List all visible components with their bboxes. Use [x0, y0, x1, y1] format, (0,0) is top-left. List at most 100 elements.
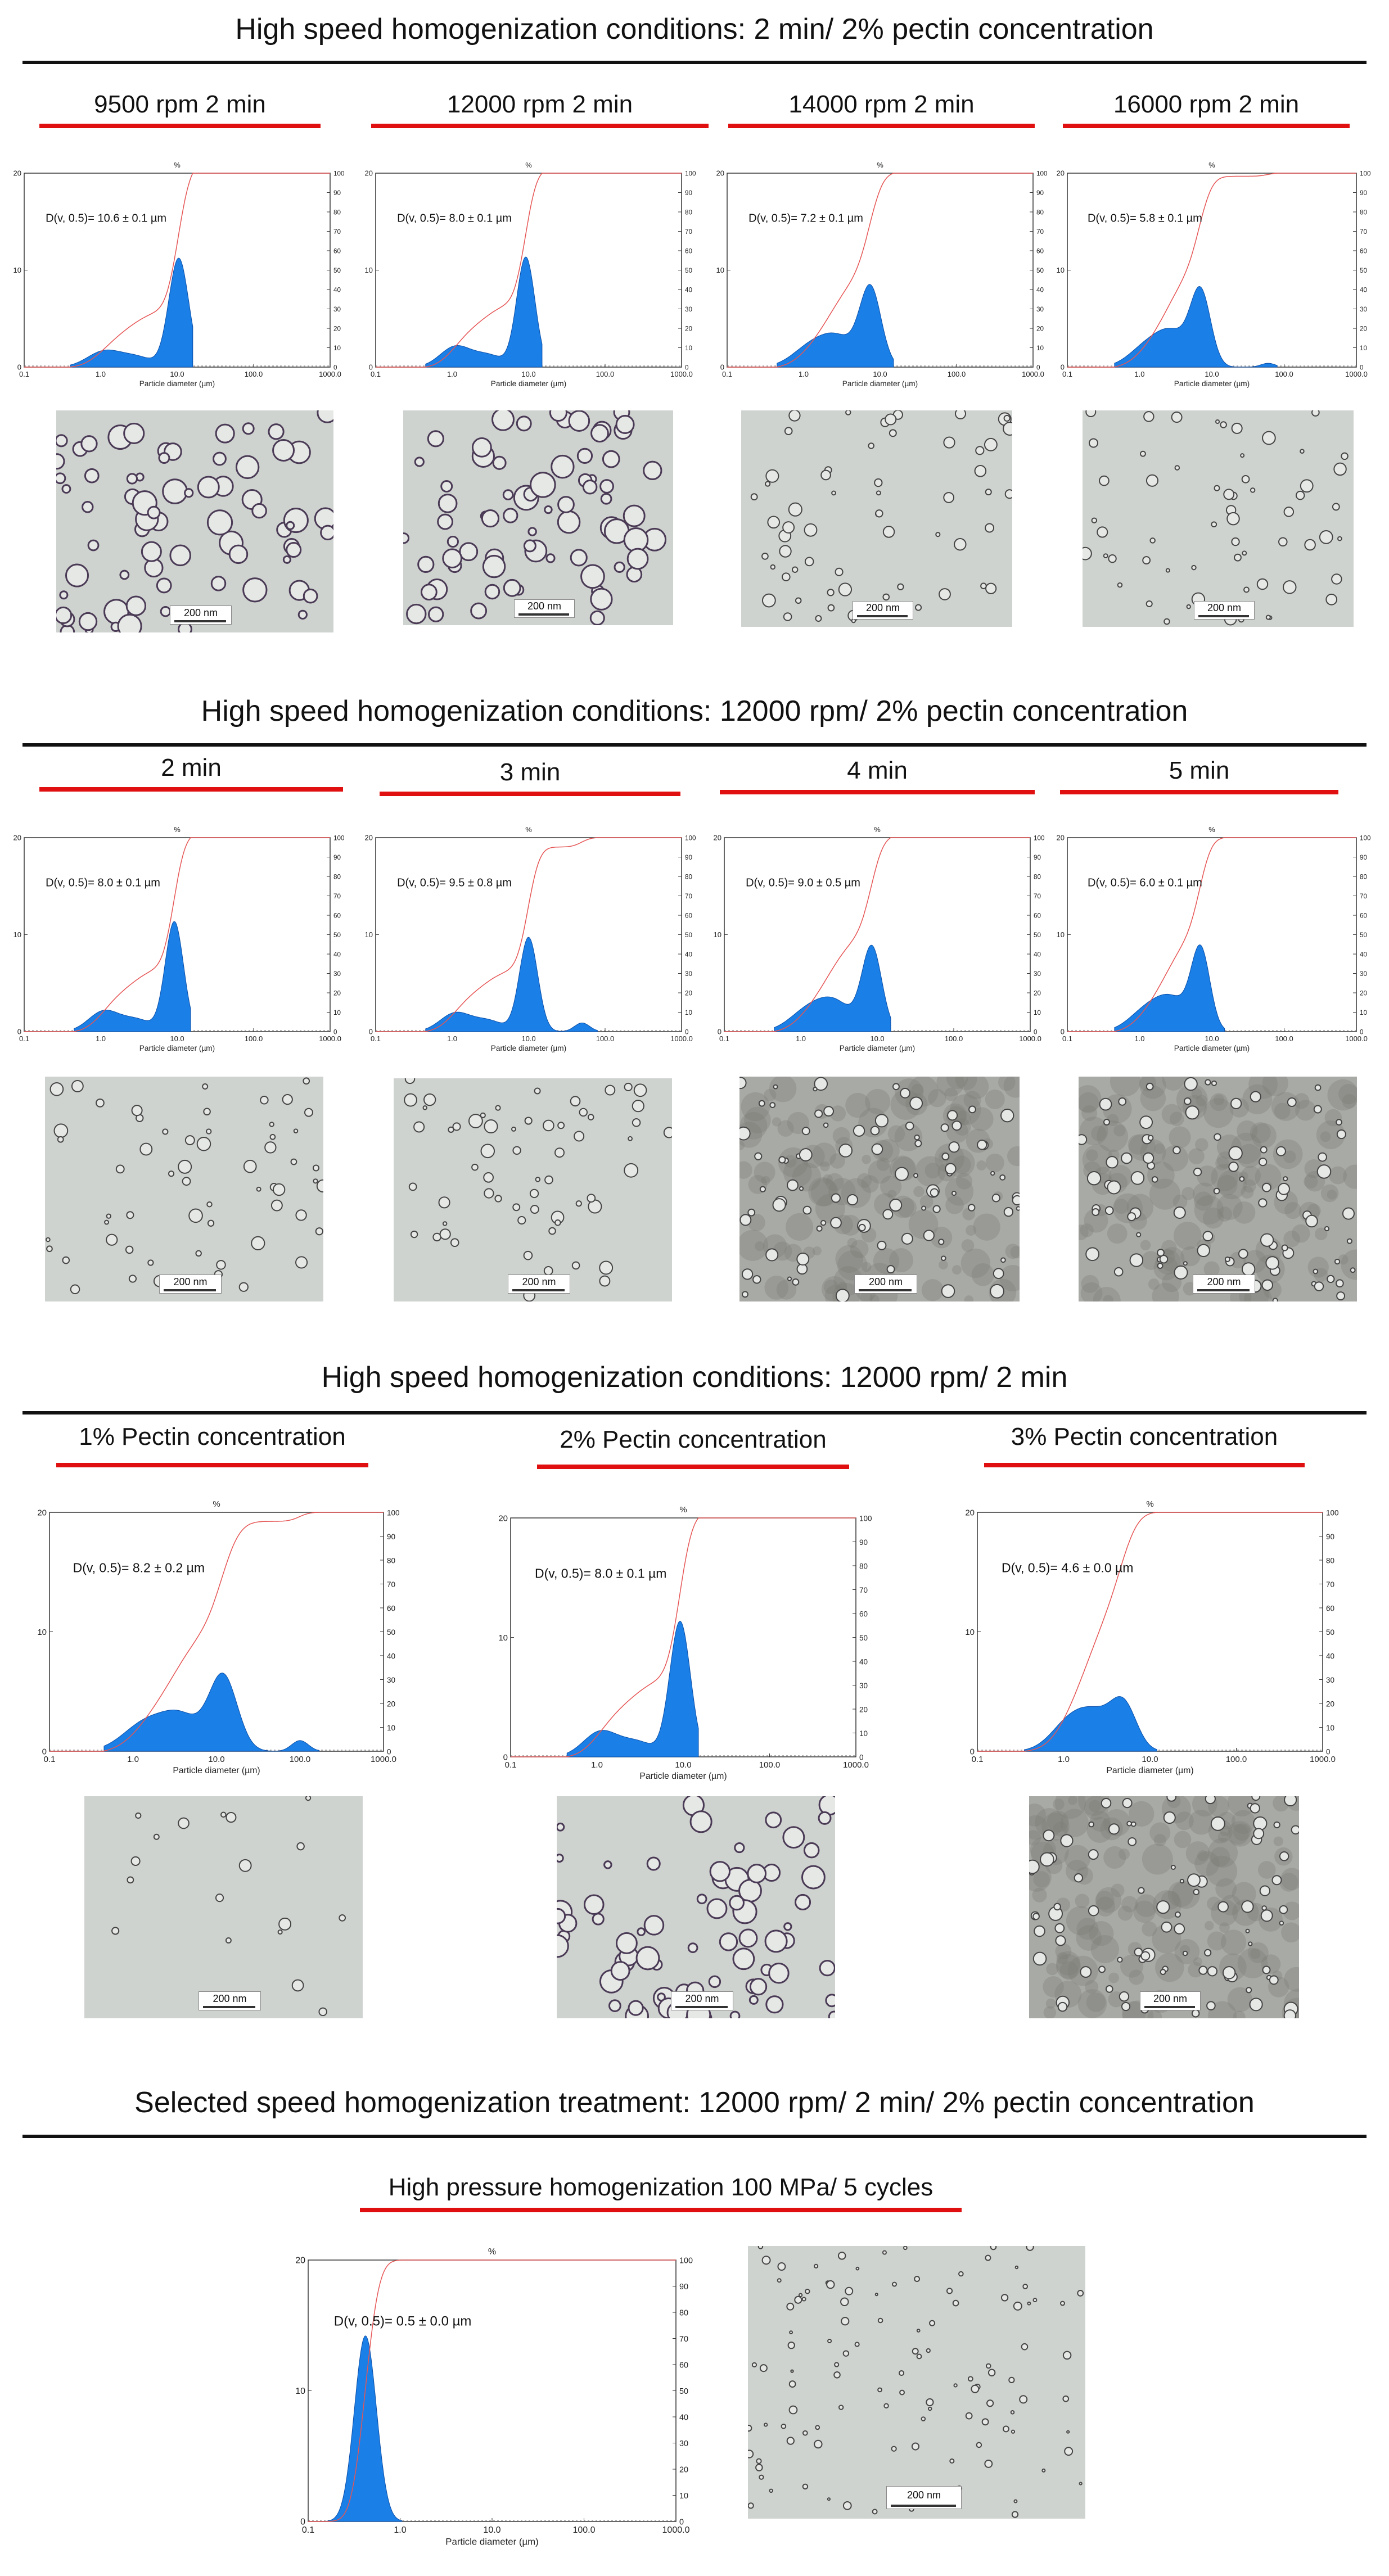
aggregate-blob	[1273, 1836, 1283, 1846]
panel-title: 4 min	[847, 757, 908, 784]
y2-tick-label: 10	[1360, 1009, 1368, 1016]
y2-tick-label: 80	[387, 1556, 395, 1565]
y2-tick-label: 40	[1360, 951, 1368, 959]
distribution-chart: % 0 10 20 0 10 20 30 40 50 60 70 80 90 100 0.1 1.0 10.0 10…	[714, 825, 1045, 1052]
droplet	[985, 489, 992, 496]
micrograph-image: 200 nm	[56, 410, 333, 632]
distribution-chart: % 0 10 20 0 10 20 30 40 50 60 70 80 90 100 0.1 1.0 10.0 10…	[13, 161, 345, 388]
droplet	[1085, 1247, 1100, 1262]
aggregate-blob	[999, 1264, 1020, 1292]
droplet	[835, 1289, 850, 1301]
aggregate-blob	[1216, 1194, 1243, 1220]
aggregate-blob	[1255, 1164, 1282, 1191]
droplet	[1336, 1129, 1346, 1140]
droplet	[788, 2380, 796, 2388]
y-tick-label: 10	[498, 1633, 508, 1643]
aggregate-blob	[1169, 1126, 1191, 1149]
aggregate-blob	[873, 1248, 900, 1275]
droplet	[1032, 2298, 1038, 2303]
droplet	[871, 1143, 883, 1155]
droplet	[827, 2338, 832, 2344]
aggregate-blob	[1210, 1847, 1230, 1867]
droplet	[794, 2295, 802, 2304]
droplet	[968, 1105, 976, 1114]
droplet	[1350, 1267, 1356, 1273]
droplet	[87, 539, 100, 552]
panel-title-underline	[720, 790, 1035, 794]
micrograph-drawing	[748, 2246, 1085, 2519]
x-tick-label: 100.0	[948, 370, 966, 378]
y2-tick-label: 80	[1360, 874, 1368, 881]
droplet	[158, 452, 170, 464]
panel-title-underline	[371, 124, 709, 128]
droplet	[125, 1245, 134, 1254]
y2-tick-label: 50	[1326, 1628, 1334, 1637]
droplet	[153, 1833, 160, 1840]
aggregate-blob	[955, 1173, 973, 1190]
droplet	[814, 1109, 823, 1118]
droplet	[1260, 1233, 1274, 1247]
y2-tick-label: 100	[1360, 170, 1371, 178]
y2-tick-label: 0	[1034, 1029, 1038, 1036]
droplet	[1193, 1167, 1202, 1177]
droplet	[853, 1124, 865, 1137]
section-divider	[22, 61, 1367, 64]
aggregate-blob	[876, 1138, 900, 1163]
micrograph-background	[739, 1077, 1020, 1301]
droplet	[765, 481, 771, 487]
droplet	[127, 1876, 134, 1884]
droplet	[1211, 1080, 1217, 1086]
panel-title-underline	[380, 792, 680, 796]
droplet	[1231, 422, 1243, 434]
droplet	[905, 1121, 914, 1131]
droplet	[814, 1077, 828, 1091]
droplet	[889, 1199, 903, 1212]
y-tick-label: 20	[714, 834, 721, 842]
aggregate-blob	[1329, 1166, 1347, 1185]
aggregate-blob	[1232, 1882, 1256, 1906]
aggregate-blob	[1247, 1942, 1269, 1963]
droplet	[941, 1284, 955, 1298]
aggregate-blob	[835, 1245, 864, 1273]
distribution-chart: % 0 10 20 0 10 20 30 40 50 60 70 80 90 100 0.1 1.0 10.0 10…	[295, 2247, 693, 2547]
droplet	[1220, 421, 1227, 428]
droplet	[985, 582, 997, 594]
y2-tick-label: 80	[1034, 874, 1041, 881]
aggregate-blob	[1043, 1976, 1064, 1997]
x-tick-label: 1000.0	[319, 370, 341, 378]
y-tick-label: 10	[13, 266, 21, 274]
distribution-area	[1023, 1696, 1157, 1752]
median-annotation: D(v, 0.5)= 8.0 ± 0.1 µm	[535, 1566, 666, 1580]
x-tick-label: 100.0	[596, 1034, 615, 1043]
droplet	[524, 1117, 533, 1125]
droplet	[1128, 1837, 1137, 1846]
droplet	[615, 1932, 638, 1954]
droplet	[615, 415, 635, 435]
aggregate-blob	[1082, 1144, 1113, 1176]
x-tick-label: 0.1	[972, 1755, 984, 1764]
droplet	[1311, 410, 1320, 417]
x-tick-label: 100.0	[1275, 1034, 1293, 1043]
droplet	[929, 2320, 936, 2326]
y2-tick-label: 40	[859, 1657, 868, 1666]
cumulative-curve	[49, 1512, 384, 1752]
aggregate-blob	[744, 1106, 771, 1133]
droplet	[749, 1978, 768, 1996]
droplet	[895, 1167, 909, 1181]
droplet	[623, 527, 649, 553]
droplet	[759, 2474, 764, 2480]
droplet	[1260, 1909, 1273, 1922]
droplet	[980, 582, 987, 590]
droplet	[1080, 1966, 1092, 1978]
aggregate-blob	[1033, 1871, 1050, 1888]
droplet	[242, 577, 268, 603]
distribution-area	[318, 2335, 403, 2522]
micrograph-drawing	[403, 410, 673, 625]
droplet	[1217, 1901, 1229, 1913]
x-axis-label: Particle diameter (µm)	[1174, 379, 1250, 388]
x-tick-label: 100.0	[1226, 1755, 1247, 1764]
x-tick-label: 10.0	[675, 1760, 691, 1770]
droplet	[1142, 556, 1151, 565]
droplet	[614, 561, 625, 573]
median-annotation: D(v, 0.5)= 10.6 ± 0.1 µm	[46, 212, 166, 224]
